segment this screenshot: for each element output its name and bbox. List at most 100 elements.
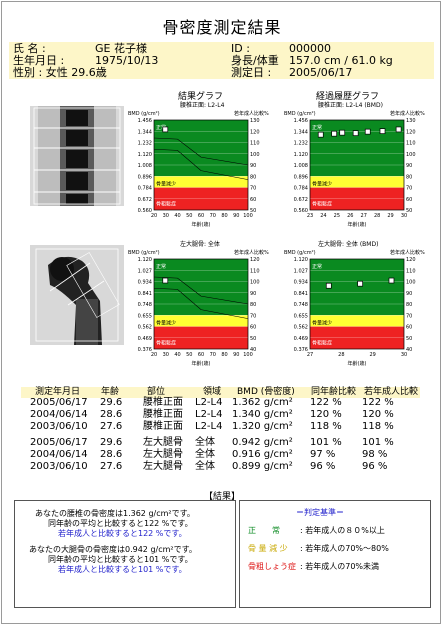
y2-tick-label: 60 (406, 197, 412, 203)
y2-tick-label: 50 (406, 208, 412, 214)
zone-normal-label: 正常 (156, 263, 166, 270)
y-tick-label: 1.120 (294, 152, 308, 158)
col-same-age: 同年齢比較 (311, 387, 357, 397)
y2-tick-label: 80 (250, 174, 256, 180)
criteria-osteopenia-text: : 若年成人の70%〜80% (300, 544, 389, 553)
cell-young-adult: 118 % (362, 421, 394, 432)
y-tick-label: 0.841 (138, 291, 152, 297)
dob-label: 生年月日 : (13, 54, 65, 67)
x-axis-label: 年齢(歳) (192, 221, 211, 228)
y2-tick-label: 70 (250, 186, 256, 192)
x-tick-label: 28 (338, 352, 344, 358)
cell-age: 27.6 (100, 421, 123, 432)
zone-osteoporosis-label: 骨粗鬆症 (156, 340, 176, 347)
cell-age: 28.6 (100, 449, 123, 460)
dob-value: 1975/10/13 (95, 54, 159, 67)
cell-age: 27.6 (100, 461, 123, 472)
y-axis-label: BMD (g/cm²) (284, 111, 316, 117)
cell-region: 全体 (195, 461, 215, 472)
y2-tick-label: 70 (406, 313, 412, 319)
x-axis-label: 年齢(歳) (192, 360, 211, 367)
femur-summary-same-age: 同年齢の平均と比較すると101 %です。 (48, 555, 193, 564)
y-tick-label: 1.008 (138, 163, 152, 169)
result-summary-box: あなたの腰椎の骨密度は1.362 g/cm²です。 同年齢の平均と比較すると12… (14, 500, 236, 608)
y-tick-label: 1.232 (138, 141, 152, 147)
cell-region: L2-L4 (195, 409, 223, 420)
y-axis-label: BMD (g/cm²) (128, 111, 160, 117)
plot-border (309, 119, 405, 211)
zone-osteopenia-label: 骨量減少 (156, 319, 176, 326)
spine-trend-title: 経過履歴グラフ (316, 92, 380, 102)
y2-tick-label: 80 (250, 302, 256, 308)
cell-date: 2004/06/14 (30, 449, 88, 460)
x-tick-label: 80 (221, 352, 227, 358)
reference-curve-lower (153, 148, 249, 180)
y2-tick-label: 80 (406, 302, 412, 308)
x-tick-label: 80 (221, 213, 227, 219)
x-tick-label: 60 (198, 352, 204, 358)
y-tick-label: 0.562 (294, 325, 308, 331)
cell-same-age: 96 % (310, 461, 336, 472)
criteria-normal-text: : 若年成人の８０%以上 (300, 526, 385, 535)
y-tick-label: 1.232 (294, 141, 308, 147)
y-tick-label: 0.934 (294, 280, 308, 286)
y2-tick-label: 100 (250, 280, 260, 286)
y2-tick-label: 60 (250, 325, 256, 331)
y2-axis-label: 若年成人比較% (390, 249, 425, 256)
col-bmd: BMD (骨密度) (237, 387, 295, 397)
zone-normal (154, 120, 248, 177)
y-tick-label: 0.841 (294, 291, 308, 297)
x-tick-label: 100 (243, 213, 253, 219)
history-point (388, 277, 395, 284)
y-tick-label: 0.784 (138, 186, 152, 192)
cell-region: L2-L4 (195, 421, 223, 432)
spine-summary-bmd: あなたの腰椎の骨密度は1.362 g/cm²です。 (35, 509, 195, 518)
y2-tick-label: 50 (406, 336, 412, 342)
cell-site: 左大腿骨 (143, 461, 183, 472)
name-value: GE 花子様 (95, 42, 147, 55)
y-axis-label: BMD (g/cm²) (284, 250, 316, 256)
zone-osteoporosis-label: 骨粗鬆症 (312, 340, 332, 347)
criteria-box: ＝判定基準＝ 正 常 : 若年成人の８０%以上 骨 量 減 少 : 若年成人の7… (239, 500, 431, 608)
x-tick-label: 27 (361, 213, 367, 219)
y2-tick-label: 40 (406, 347, 412, 353)
y2-tick-label: 120 (250, 257, 260, 263)
x-tick-label: 30 (163, 213, 169, 219)
cell-same-age: 122 % (310, 397, 342, 408)
zone-osteopenia (154, 176, 248, 188)
cell-date: 2004/06/14 (30, 409, 88, 420)
y-tick-label: 0.784 (294, 186, 308, 192)
criteria-osteoporosis-label: 骨粗しょう症 (248, 562, 296, 571)
y-tick-label: 0.469 (294, 336, 308, 342)
y-tick-label: 0.655 (138, 313, 152, 319)
cell-site: 左大腿骨 (143, 437, 183, 448)
y2-axis-label: 若年成人比較% (234, 110, 269, 117)
y-tick-label: 1.008 (294, 163, 308, 169)
cell-age: 29.6 (100, 397, 123, 408)
criteria-osteopenia-label: 骨 量 減 少 (248, 544, 288, 553)
name-label: 氏 名 : (13, 42, 46, 55)
result-heading: 【結果】 (203, 492, 240, 502)
y-tick-label: 0.748 (138, 302, 152, 308)
y2-axis-label: 若年成人比較% (234, 249, 269, 256)
spine-trend-subtitle: 腰椎正面: L2-L4 (BMD) (318, 102, 383, 109)
history-point (357, 280, 363, 287)
x-tick-label: 26 (347, 213, 353, 219)
y-tick-label: 0.672 (138, 197, 152, 203)
zone-osteopenia (154, 315, 248, 327)
x-tick-label: 70 (210, 352, 216, 358)
x-tick-label: 27 (307, 352, 313, 358)
zone-normal-label: 正常 (156, 124, 166, 131)
col-site: 部位 (147, 387, 166, 397)
zone-normal (310, 259, 404, 316)
spine-xray-image (30, 106, 124, 206)
cell-same-age: 97 % (310, 449, 336, 460)
y-tick-label: 0.748 (294, 302, 308, 308)
col-young-adult: 若年成人比較 (364, 387, 419, 397)
y-tick-label: 1.027 (294, 268, 308, 274)
y-tick-label: 1.027 (138, 268, 152, 274)
y-tick-label: 1.120 (138, 257, 152, 263)
y-axis-label: BMD (g/cm²) (128, 250, 160, 256)
